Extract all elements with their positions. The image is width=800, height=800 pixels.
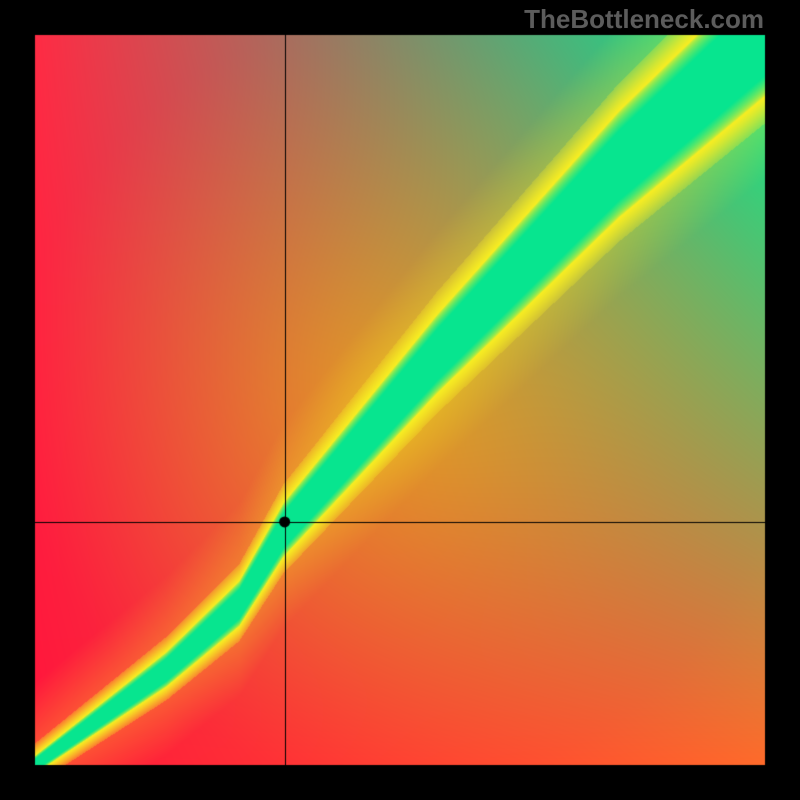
watermark-text: TheBottleneck.com xyxy=(524,4,764,35)
bottleneck-heatmap xyxy=(0,0,800,800)
